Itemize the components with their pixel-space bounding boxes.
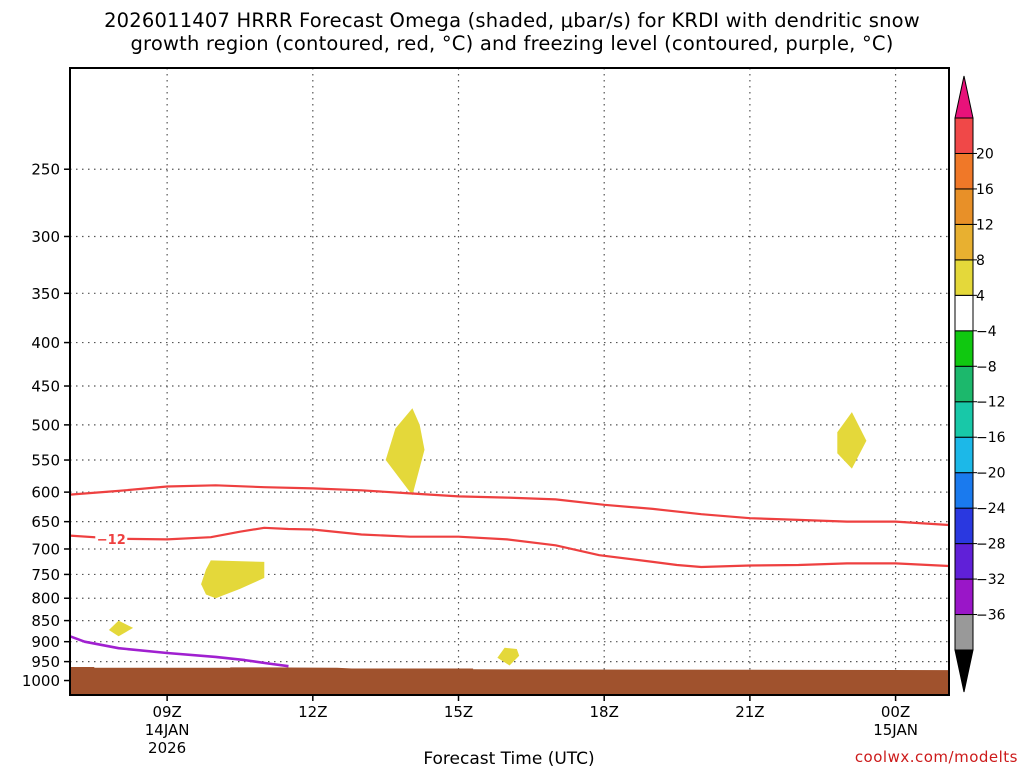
chart-title-line-2: growth region (contoured, red, °C) and f…: [130, 32, 894, 55]
y-tick-label: 250: [31, 161, 60, 179]
colorbar-label: 20: [976, 146, 994, 162]
colorbar-bin: [954, 117, 974, 154]
colorbar-bin: [954, 223, 974, 261]
site-credit: coolwx.com/modelts: [854, 748, 1018, 766]
y-tick-label: 350: [31, 285, 60, 303]
data-layer: −12: [70, 408, 949, 695]
y-tick-label: 750: [31, 566, 60, 584]
colorbar-max-cap: [954, 75, 974, 119]
omega-shaded-area: [108, 620, 134, 637]
x-tick-label: 12Z: [298, 703, 327, 721]
y-tick-label: 500: [31, 416, 60, 434]
colorbar-label: −20: [976, 466, 1006, 482]
x-tick-label: 00Z: [881, 703, 910, 721]
x-tick-label: 09Z: [152, 703, 181, 721]
omega-shaded-area: [497, 647, 520, 666]
terrain-fill: [70, 667, 949, 695]
y-tick-label: 1000: [22, 672, 60, 690]
x-tick-label: 18Z: [590, 703, 619, 721]
y-tick-label: 600: [31, 484, 60, 502]
omega-shaded-area: [385, 408, 425, 496]
colorbar-bin: [954, 259, 974, 296]
colorbar-label: 4: [976, 288, 985, 304]
y-tick-label: 550: [31, 452, 60, 470]
colorbar-label: −36: [976, 608, 1006, 624]
colorbar-bin: [954, 188, 974, 225]
colorbar-min-cap: [954, 649, 974, 693]
colorbar-label: −4: [976, 324, 997, 340]
y-tick-label: 900: [31, 633, 60, 651]
y-axis: 250 300 350 400 450 500 550 600 650 700 750 800 850 9…: [22, 161, 70, 690]
colorbar-bin: [954, 472, 974, 509]
x-axis-title: Forecast Time (UTC): [423, 749, 594, 768]
x-tick-label: 21Z: [735, 703, 764, 721]
colorbar-label: −24: [976, 501, 1006, 517]
omega-shaded-area: [201, 560, 265, 599]
y-tick-label: 950: [31, 653, 60, 671]
colorbar-label: 12: [976, 217, 994, 233]
x-tick-label: 15Z: [444, 703, 473, 721]
x-tick-date-label: 15JAN: [873, 721, 918, 739]
colorbar-label: −32: [976, 572, 1006, 588]
colorbar-bin: [954, 507, 974, 545]
contour-label: −12: [97, 533, 126, 548]
colorbar-bin: [954, 294, 974, 332]
chart-title-line-1: 2026011407 HRRR Forecast Omega (shaded, …: [104, 9, 920, 32]
y-tick-label: 300: [31, 228, 60, 246]
x-tick-date-label: 14JAN: [145, 721, 190, 739]
colorbar-bin: [954, 578, 974, 616]
colorbar-bin: [954, 330, 974, 367]
freezing-level-contour: [70, 635, 289, 668]
omega-shaded-area: [837, 412, 867, 469]
y-tick-label: 850: [31, 612, 60, 630]
dgz-top-contour: [70, 484, 949, 527]
colorbar-bin: [954, 365, 974, 403]
contour-label-background: [95, 530, 128, 547]
grid-lines: [70, 68, 949, 695]
y-tick-label: 700: [31, 540, 60, 558]
plot-frame: [69, 67, 950, 696]
y-tick-label: 800: [31, 590, 60, 608]
y-tick-label: 400: [31, 334, 60, 352]
colorbar-label: 16: [976, 182, 994, 198]
colorbar-label: −28: [976, 537, 1006, 553]
colorbar-label: 8: [976, 253, 985, 269]
colorbar-label: −12: [976, 395, 1006, 411]
colorbar-bin: [954, 436, 974, 474]
x-tick-year-label: 2026: [148, 739, 186, 757]
colorbar-label: −8: [976, 359, 997, 375]
colorbar: −36 −32 −28 −24 −20 −16 −12 −8 −4 4 8 12 16 20: [954, 75, 1006, 693]
colorbar-bin: [954, 401, 974, 438]
y-tick-label: 650: [31, 513, 60, 531]
colorbar-bin: [954, 152, 974, 190]
dgz-bottom-contour: [70, 526, 949, 569]
colorbar-bin: [954, 614, 974, 651]
colorbar-bin: [954, 543, 974, 580]
y-tick-label: 450: [31, 378, 60, 396]
colorbar-label: −16: [976, 430, 1006, 446]
